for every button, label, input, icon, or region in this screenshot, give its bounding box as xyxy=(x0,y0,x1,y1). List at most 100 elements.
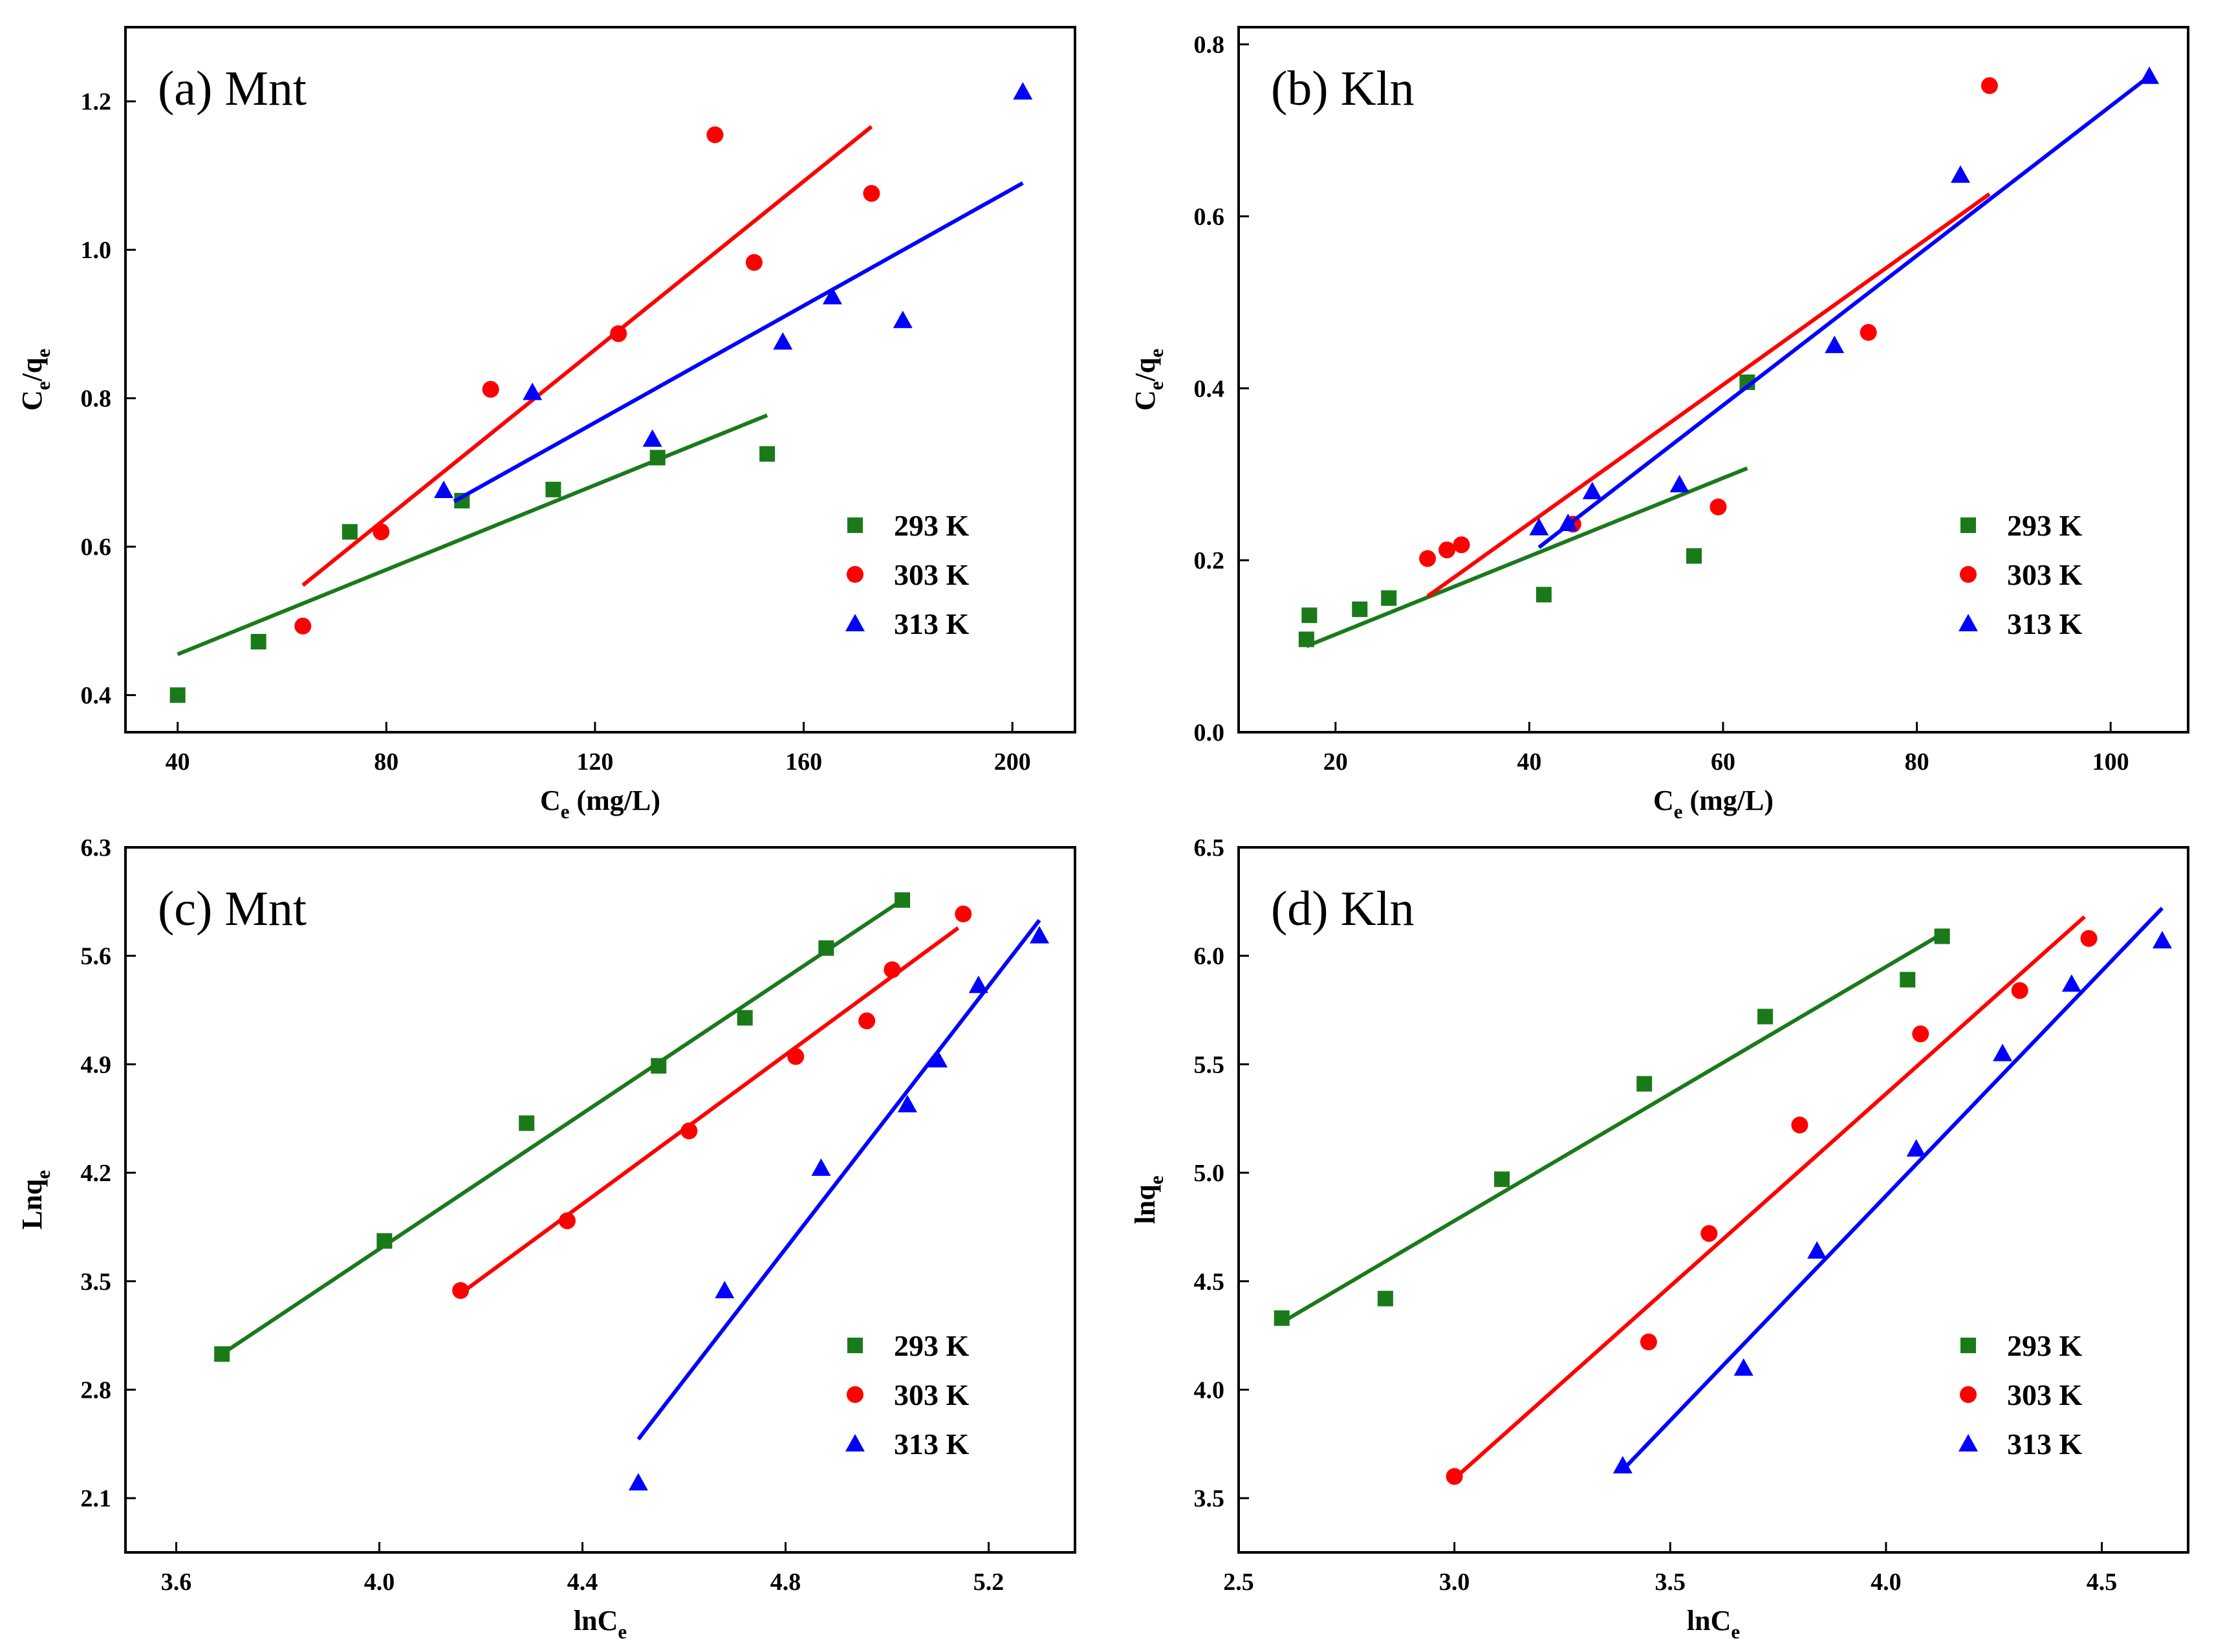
data-point xyxy=(342,524,358,540)
data-point xyxy=(376,1233,393,1249)
data-point xyxy=(452,1282,470,1299)
data-point xyxy=(1494,1171,1510,1188)
y-axis-title: lnqe xyxy=(1129,1176,1167,1224)
data-point xyxy=(1438,541,1456,559)
data-point xyxy=(895,892,911,908)
legend-marker xyxy=(847,1338,863,1353)
data-point xyxy=(169,687,186,703)
legend-label: 303 K xyxy=(2007,1378,2083,1411)
data-point xyxy=(1529,517,1549,536)
legend-marker xyxy=(1960,517,1976,533)
legend: 293 K 303 K 313 K xyxy=(1959,509,2083,640)
legend-label: 313 K xyxy=(894,1428,970,1461)
fit-line xyxy=(1537,74,2151,549)
y-tick-label: 0.4 xyxy=(81,682,112,710)
data-point xyxy=(1906,1139,1926,1157)
y-tick-label: 2.8 xyxy=(81,1376,112,1404)
data-point xyxy=(1558,513,1578,531)
data-point xyxy=(523,382,543,400)
data-point xyxy=(818,940,834,956)
data-point xyxy=(1825,335,1845,353)
legend-label: 303 K xyxy=(894,558,970,591)
y-axis-title: Ce/qe xyxy=(16,349,54,411)
legend-marker xyxy=(847,517,863,533)
fit-line xyxy=(301,125,873,587)
data-point xyxy=(1274,1310,1290,1326)
data-point xyxy=(2152,931,2172,949)
y-tick-label: 4.5 xyxy=(1194,1268,1225,1296)
series-303-k xyxy=(1446,915,2098,1485)
fit-line xyxy=(1281,934,1939,1325)
y-tick-label: 3.5 xyxy=(1194,1485,1225,1512)
series-313-k xyxy=(1529,66,2160,549)
legend: 293 K 303 K 313 K xyxy=(845,1329,970,1461)
data-point xyxy=(1030,926,1050,944)
series-313-k xyxy=(1612,906,2172,1473)
legend-label: 293 K xyxy=(894,509,970,542)
y-tick-label: 0.2 xyxy=(1194,547,1225,574)
x-axis-title: Ce (mg/L) xyxy=(1653,785,1774,823)
legend-marker xyxy=(847,1386,863,1403)
x-tick-label: 160 xyxy=(785,748,822,776)
legend-label: 313 K xyxy=(894,607,970,640)
y-tick-label: 6.5 xyxy=(1194,834,1225,862)
x-tick-label: 4.0 xyxy=(364,1569,395,1596)
y-tick-label: 5.6 xyxy=(81,943,112,970)
x-axis-title: lnCe xyxy=(1687,1605,1740,1643)
legend-label: 293 K xyxy=(894,1329,970,1362)
y-tick-label: 4.9 xyxy=(81,1051,112,1078)
x-tick-label: 40 xyxy=(1517,748,1541,776)
data-point xyxy=(294,617,312,635)
chart-panel-3: 3.6 4.0 4.4 4.8 5.2 2.1 2.8 3.5 4.2 4.9 5.6 6.3 lnCe… xyxy=(16,834,1076,1643)
x-tick-label: 4.4 xyxy=(567,1569,598,1596)
fit-line xyxy=(1621,906,2164,1472)
data-point xyxy=(968,975,988,994)
data-point xyxy=(1636,1076,1653,1092)
data-point xyxy=(1446,1468,1463,1485)
legend-label: 303 K xyxy=(2007,558,2083,591)
y-tick-label: 0.6 xyxy=(1194,203,1225,230)
y-tick-label: 1.0 xyxy=(81,237,112,264)
data-point xyxy=(373,523,390,541)
legend-label: 293 K xyxy=(2007,1329,2083,1362)
x-tick-label: 3.0 xyxy=(1439,1569,1470,1596)
legend-label: 313 K xyxy=(2007,607,2083,640)
y-tick-label: 0.8 xyxy=(81,386,112,413)
data-point xyxy=(482,380,499,398)
fit-line xyxy=(1453,915,2086,1481)
x-axis-title: Ce (mg/L) xyxy=(540,785,660,823)
data-point xyxy=(1993,1043,2013,1061)
data-point xyxy=(1612,1455,1633,1473)
data-point xyxy=(745,254,763,271)
legend-label: 313 K xyxy=(2007,1428,2083,1461)
y-tick-label: 4.0 xyxy=(1194,1376,1225,1404)
y-tick-label: 5.5 xyxy=(1194,1051,1225,1078)
y-axis-title: Lnqe xyxy=(16,1170,54,1230)
data-point xyxy=(680,1122,698,1140)
data-point xyxy=(863,185,880,202)
legend: 293 K 303 K 313 K xyxy=(845,509,970,640)
panel-title: (d) Kln xyxy=(1271,882,1415,936)
plot-frame xyxy=(124,846,1076,1554)
data-point xyxy=(1709,498,1727,516)
data-point xyxy=(642,429,662,447)
data-point xyxy=(893,310,913,329)
legend-marker xyxy=(845,614,865,631)
data-point xyxy=(2061,974,2081,992)
data-point xyxy=(1912,1025,1929,1043)
data-point xyxy=(822,287,842,305)
data-point xyxy=(434,480,454,498)
data-point xyxy=(884,961,901,979)
x-tick-label: 80 xyxy=(374,748,398,776)
data-point xyxy=(897,1094,917,1113)
series-313-k xyxy=(434,82,1033,503)
y-tick-label: 0.4 xyxy=(1194,375,1225,402)
series-293-k xyxy=(1298,374,1755,648)
panel-title: (a) Mnt xyxy=(158,61,307,116)
data-point xyxy=(250,634,266,650)
data-point xyxy=(558,1212,576,1230)
data-point xyxy=(2080,929,2098,947)
panel-title: (c) Mnt xyxy=(158,882,307,936)
y-tick-label: 0.8 xyxy=(1194,32,1225,59)
legend-marker xyxy=(1960,566,1977,583)
